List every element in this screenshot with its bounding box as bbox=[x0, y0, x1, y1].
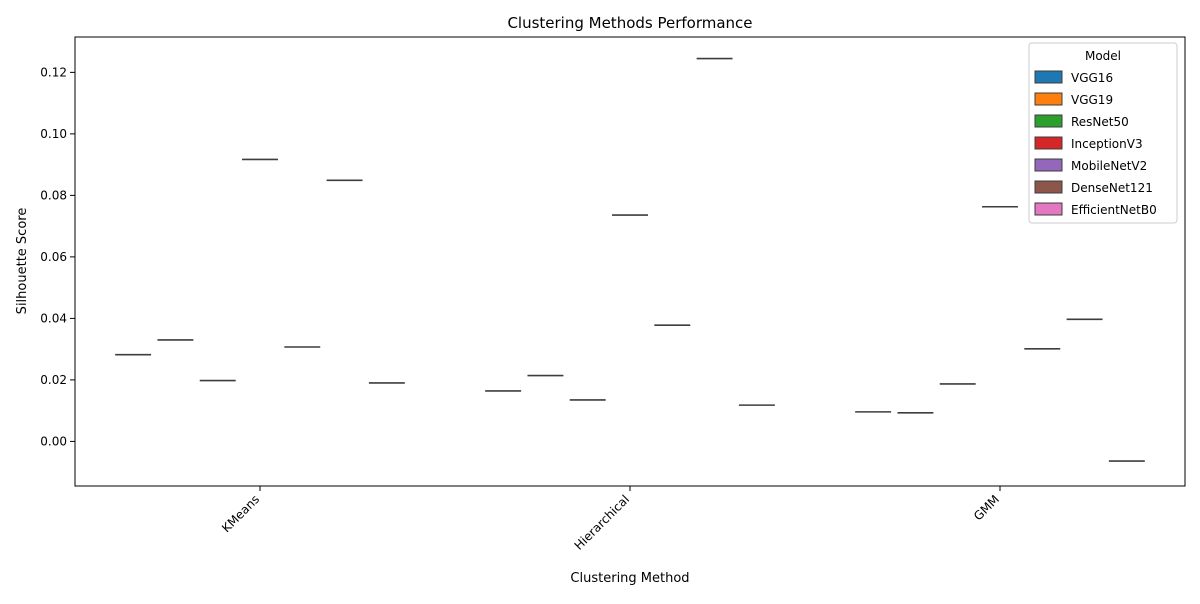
legend-swatch-vgg19 bbox=[1034, 92, 1063, 106]
legend-swatch-densenet121 bbox=[1034, 180, 1063, 194]
y-tick-label: 0.00 bbox=[40, 434, 67, 448]
legend-swatch-mobilenetv2 bbox=[1034, 158, 1063, 172]
y-tick-label: 0.06 bbox=[40, 250, 67, 264]
legend-label-mobilenetv2: MobileNetV2 bbox=[1071, 159, 1147, 173]
axes-frame bbox=[74, 36, 1186, 487]
y-axis-label: Silhouette Score bbox=[15, 208, 30, 315]
y-tick-label: 0.10 bbox=[40, 127, 67, 141]
x-tick-label: GMM bbox=[971, 492, 1002, 523]
legend-label-vgg19: VGG19 bbox=[1071, 93, 1113, 107]
chart-title: Clustering Methods Performance bbox=[507, 14, 752, 32]
x-tick-label: Hierarchical bbox=[572, 492, 632, 552]
y-tick-label: 0.08 bbox=[40, 188, 67, 202]
x-axis-label: Clustering Method bbox=[570, 571, 689, 586]
legend-box bbox=[1028, 42, 1178, 224]
y-tick-label: 0.04 bbox=[40, 311, 67, 325]
y-tick-label: 0.02 bbox=[40, 373, 67, 387]
legend-swatch-vgg16 bbox=[1034, 70, 1063, 84]
legend-swatch-resnet50 bbox=[1034, 114, 1063, 128]
legend-label-densenet121: DenseNet121 bbox=[1071, 181, 1153, 195]
legend-swatch-efficientnetb0 bbox=[1034, 202, 1063, 216]
x-tick-label: KMeans bbox=[219, 492, 262, 535]
y-tick-label: 0.12 bbox=[40, 65, 67, 79]
legend-label-efficientnetb0: EfficientNetB0 bbox=[1071, 203, 1157, 217]
plot-area: 0.00 0.02 0.04 0.06 0.08 0.10 0.12 KMeans Hierar… bbox=[40, 36, 1186, 553]
legend-title: Model bbox=[1085, 49, 1121, 63]
legend: Model VGG16 VGG19 ResNet50 InceptionV3 Mobile… bbox=[1028, 42, 1178, 224]
legend-swatch-inceptionv3 bbox=[1034, 136, 1063, 150]
legend-label-inceptionv3: InceptionV3 bbox=[1071, 137, 1143, 151]
legend-label-vgg16: VGG16 bbox=[1071, 71, 1113, 85]
legend-label-resnet50: ResNet50 bbox=[1071, 115, 1129, 129]
